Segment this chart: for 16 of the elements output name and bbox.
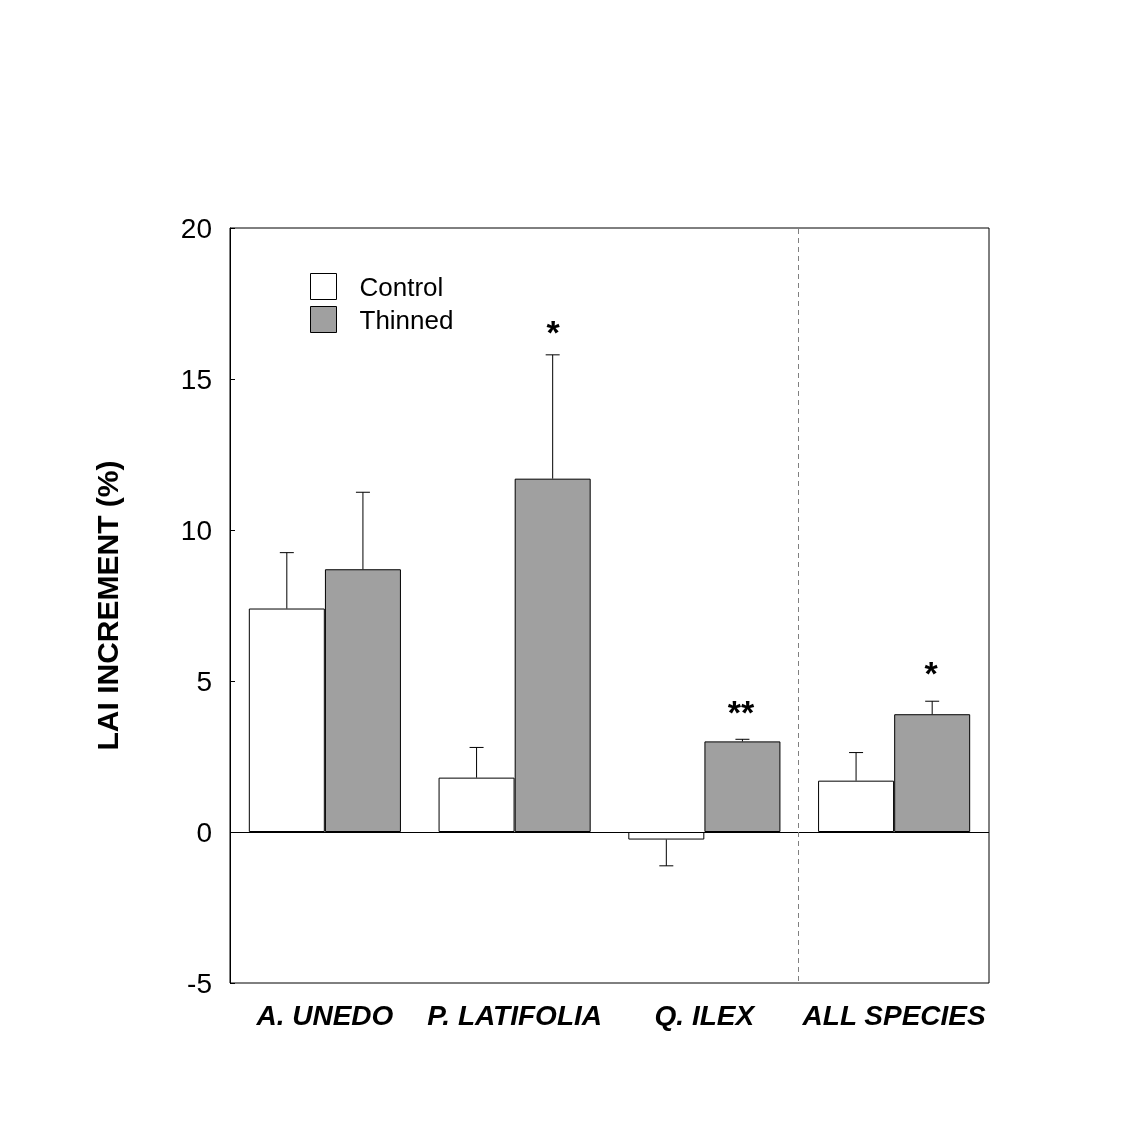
legend-label: Control [359,271,444,302]
y-axis-title: LAI INCREMENT (%) [90,460,124,751]
legend-label: Thinned [359,304,454,335]
y-tick-label: 10 [180,514,212,546]
y-tick-label: 5 [196,665,212,697]
y-tick-label: 0 [196,816,212,848]
x-tick-label: A. UNEDO [255,999,394,1031]
x-tick-label: Q. ILEX [654,999,757,1031]
y-tick-label: -5 [187,967,212,999]
y-tick-label: 15 [180,363,212,395]
annotation: * [924,654,939,692]
y-tick-label: 20 [180,212,212,244]
annotation: * [546,313,561,351]
annotation: ** [727,693,755,731]
x-tick-label: ALL SPECIES [801,999,986,1031]
x-tick-label: P. LATIFOLIA [427,999,602,1031]
